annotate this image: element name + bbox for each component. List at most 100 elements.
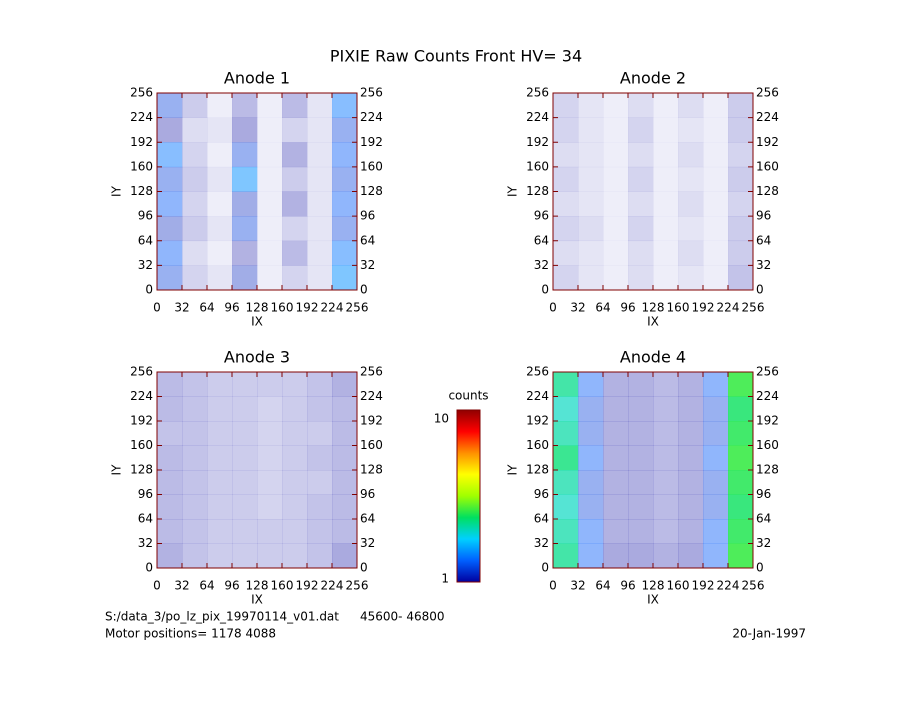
heatmap-cell — [282, 421, 308, 446]
heatmap-cell — [703, 93, 729, 118]
heatmap-cell — [307, 396, 333, 422]
heatmap-cell — [703, 240, 729, 266]
heatmap-cell — [553, 93, 579, 118]
heatmap-cell — [282, 543, 308, 569]
heatmap-cell — [257, 519, 283, 544]
heatmap-cell — [282, 240, 308, 266]
y-tick-label-right: 192 — [756, 135, 779, 149]
y-tick-label-right: 192 — [360, 135, 383, 149]
footer-range: 45600- 46800 — [360, 610, 445, 624]
heatmap-cell — [307, 372, 333, 397]
x-axis-label: IX — [647, 315, 659, 329]
x-tick-label: 128 — [642, 301, 665, 315]
heatmap-cell — [332, 372, 358, 397]
heatmap-cell — [578, 494, 604, 520]
heatmap-cell — [628, 191, 654, 217]
x-tick-label: 224 — [321, 579, 344, 593]
heatmap-cell — [678, 265, 704, 291]
heatmap-cell — [653, 470, 679, 495]
heatmap-cell — [307, 445, 333, 471]
heatmap-cell — [182, 372, 208, 397]
heatmap-cell — [628, 142, 654, 168]
heatmap-cell — [207, 240, 233, 266]
heatmap-cell — [157, 191, 183, 217]
y-tick-label-right: 96 — [360, 209, 375, 223]
y-tick-label: 64 — [138, 512, 153, 526]
colorbar-frame — [456, 409, 481, 583]
heatmap-cell — [653, 240, 679, 266]
heatmap-cell — [332, 117, 358, 143]
x-tick-label: 192 — [692, 579, 715, 593]
heatmap-cell — [603, 265, 629, 291]
y-tick-label: 256 — [130, 86, 153, 100]
heatmap-cell — [182, 166, 208, 192]
colorbar-label: counts — [448, 389, 488, 403]
heatmap-cell — [307, 93, 333, 118]
y-tick-label: 256 — [526, 365, 549, 379]
heatmap-cell — [603, 519, 629, 544]
heatmap-cell — [232, 216, 258, 242]
heatmap-cell — [257, 191, 283, 217]
heatmap-cell — [678, 543, 704, 569]
heatmap-cell — [232, 519, 258, 544]
y-tick-label-right: 192 — [756, 414, 779, 428]
x-tick-label: 128 — [246, 301, 269, 315]
heatmap-cell — [282, 142, 308, 168]
heatmap-cell — [182, 93, 208, 118]
heatmap-cell — [182, 216, 208, 242]
heatmap-cell — [282, 216, 308, 242]
x-tick-label: 256 — [346, 579, 369, 593]
heatmap-cell — [678, 117, 704, 143]
heatmap-cell — [207, 372, 233, 397]
heatmap-cell — [157, 240, 183, 266]
heatmap-cell — [157, 445, 183, 471]
heatmap-cell — [157, 396, 183, 422]
heatmap-cell — [628, 470, 654, 495]
heatmap-cell — [578, 445, 604, 471]
y-axis-label: IY — [506, 185, 520, 197]
heatmap-cell — [157, 494, 183, 520]
heatmap-cell — [728, 265, 754, 291]
heatmap-cell — [653, 421, 679, 446]
heatmap-cell — [603, 421, 629, 446]
y-tick-label: 0 — [145, 561, 153, 575]
y-tick-label: 128 — [526, 184, 549, 198]
heatmap-cell — [307, 142, 333, 168]
heatmap-cell — [282, 470, 308, 495]
heatmap-cell — [603, 543, 629, 569]
heatmap-cell — [157, 421, 183, 446]
heatmap-cell — [703, 216, 729, 242]
y-tick-label-right: 192 — [360, 414, 383, 428]
heatmap-cell — [553, 519, 579, 544]
heatmap-cell — [653, 543, 679, 569]
y-tick-label-right: 224 — [756, 110, 779, 124]
y-tick-label-right: 32 — [756, 536, 771, 550]
heatmap-cell — [157, 543, 183, 569]
heatmap-cell — [553, 494, 579, 520]
heatmap-cell — [628, 166, 654, 192]
y-tick-label-right: 128 — [756, 184, 779, 198]
heatmap-cell — [603, 142, 629, 168]
heatmap-cell — [332, 93, 358, 118]
y-tick-label-right: 64 — [360, 512, 375, 526]
x-tick-label: 96 — [620, 579, 635, 593]
heatmap-cell — [578, 421, 604, 446]
y-tick-label-right: 224 — [360, 110, 383, 124]
y-tick-label-right: 160 — [360, 438, 383, 452]
heatmap-cell — [157, 265, 183, 291]
heatmap-cell — [157, 142, 183, 168]
y-tick-label-right: 160 — [756, 159, 779, 173]
heatmap-cell — [207, 519, 233, 544]
heatmap-cell — [307, 543, 333, 569]
y-axis-label: IY — [506, 464, 520, 476]
heatmap-cell — [282, 93, 308, 118]
heatmap-cell — [257, 372, 283, 397]
y-tick-label: 64 — [138, 233, 153, 247]
heatmap-cell — [678, 93, 704, 118]
heatmap-cell — [257, 470, 283, 495]
heatmap-cell — [653, 396, 679, 422]
heatmap-cell — [553, 265, 579, 291]
heatmap-cell — [703, 470, 729, 495]
heatmap-cell — [578, 93, 604, 118]
